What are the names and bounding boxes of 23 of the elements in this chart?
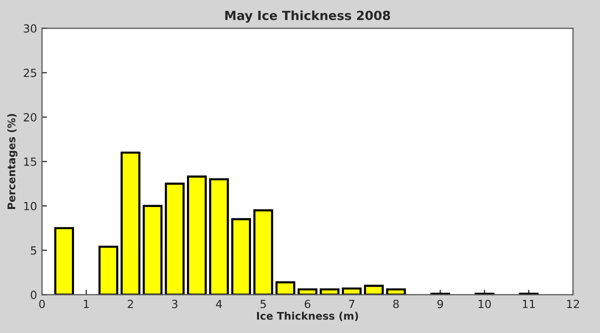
x-tick-label: 7 bbox=[349, 300, 354, 308]
y-tick-label: 10 bbox=[24, 202, 36, 210]
y-tick-label: 20 bbox=[24, 113, 36, 122]
x-tick-label: 10 bbox=[478, 300, 491, 308]
y-tick-label: 15 bbox=[24, 158, 36, 166]
y-tick-label: 5 bbox=[30, 246, 36, 255]
chart-title: May Ice Thickness 2008 bbox=[225, 10, 390, 23]
x-axis-title: Ice Thickness (m) bbox=[257, 312, 358, 321]
y-axis-title: Percentages (%) bbox=[7, 114, 18, 209]
x-tick-label: 12 bbox=[567, 300, 579, 308]
x-tick-label: 5 bbox=[260, 300, 266, 308]
x-tick-label: 2 bbox=[128, 300, 133, 308]
y-tick-label: 30 bbox=[24, 24, 36, 33]
x-tick-label: 8 bbox=[393, 300, 399, 308]
y-tick-label: 25 bbox=[24, 68, 36, 78]
x-tick-label: 1 bbox=[84, 300, 89, 308]
x-tick-label: 3 bbox=[172, 300, 178, 308]
x-tick-label: 0 bbox=[39, 300, 45, 308]
x-tick-label: 9 bbox=[437, 300, 444, 308]
x-tick-label: 6 bbox=[304, 300, 310, 308]
x-tick-label: 11 bbox=[522, 300, 535, 308]
y-tick-label: 0 bbox=[30, 290, 36, 300]
x-tick-label: 4 bbox=[216, 300, 222, 308]
